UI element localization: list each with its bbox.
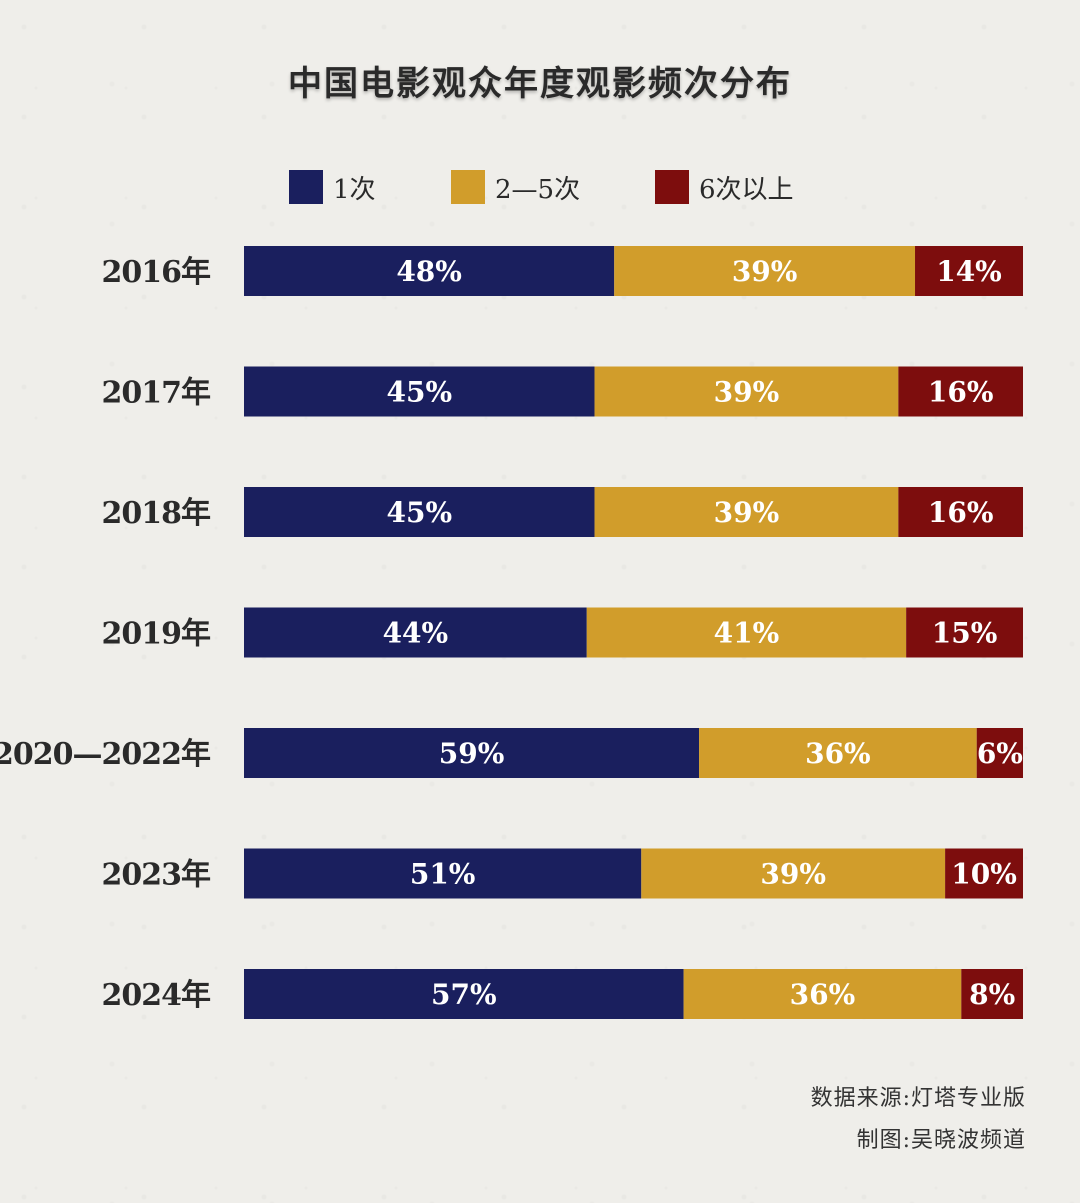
- bar-segment-two-to-five-times: [594, 487, 899, 537]
- bar-segment-two-to-five-times: [594, 366, 899, 417]
- legend-swatch-series-2: [451, 170, 485, 204]
- data-label-six-plus-times: 15%: [932, 617, 998, 650]
- legend-swatch-series-1: [289, 170, 323, 204]
- bar-segment-six-plus-times: [898, 366, 1023, 417]
- bar-segment-one-time: [244, 366, 595, 417]
- data-label-one-time: 57%: [431, 978, 497, 1011]
- bar-segment-two-to-five-times: [614, 246, 916, 296]
- data-label-one-time: 45%: [386, 376, 452, 409]
- data-label-two-to-five-times: 41%: [714, 617, 780, 650]
- bar-segment-six-plus-times: [898, 487, 1023, 537]
- legend-item-series-2: 2—5次: [451, 170, 581, 205]
- bar-segment-one-time: [244, 607, 587, 658]
- bar-segment-six-plus-times: [961, 969, 1023, 1019]
- bar-segment-six-plus-times: [906, 607, 1023, 658]
- year-label: 2020—2022年: [0, 737, 211, 772]
- chart-title: 中国电影观众年度观影频次分布: [288, 64, 792, 104]
- data-label-six-plus-times: 16%: [928, 376, 994, 409]
- year-label: 2018年: [102, 496, 211, 531]
- year-label: 2017年: [102, 376, 211, 411]
- legend-item-series-1: 1次: [289, 170, 376, 205]
- data-label-six-plus-times: 6%: [977, 737, 1023, 770]
- bar-segment-one-time: [244, 487, 595, 537]
- bar-segment-two-to-five-times: [586, 607, 907, 658]
- data-label-two-to-five-times: 39%: [714, 496, 780, 529]
- legend-item-series-3: 6次以上: [655, 170, 794, 205]
- bar-segment-six-plus-times: [915, 246, 1023, 296]
- year-label: 2023年: [102, 858, 211, 893]
- bar-segment-six-plus-times: [945, 848, 1023, 899]
- bar-segment-two-to-five-times: [699, 728, 977, 778]
- data-label-one-time: 44%: [383, 617, 449, 650]
- bar-segment-six-plus-times: [976, 728, 1023, 778]
- data-label-one-time: 48%: [396, 255, 462, 288]
- legend-label-series-3: 6次以上: [699, 174, 794, 205]
- data-label-six-plus-times: 8%: [969, 978, 1015, 1011]
- bar-segment-one-time: [244, 848, 642, 899]
- chart-credit-note: 制图:吴晓波频道: [856, 1128, 1026, 1153]
- data-label-one-time: 59%: [439, 737, 505, 770]
- data-label-two-to-five-times: 36%: [790, 978, 856, 1011]
- year-label: 2019年: [102, 617, 211, 652]
- data-label-six-plus-times: 16%: [928, 496, 994, 529]
- year-label: 2016年: [102, 255, 211, 290]
- data-label-one-time: 51%: [410, 858, 476, 891]
- data-label-one-time: 45%: [386, 496, 452, 529]
- data-label-two-to-five-times: 36%: [805, 737, 871, 770]
- bar-segment-one-time: [244, 246, 615, 296]
- bar-segment-one-time: [244, 728, 700, 778]
- legend-swatch-series-3: [655, 170, 689, 204]
- legend-label-series-2: 2—5次: [495, 174, 581, 205]
- data-source-note: 数据来源:灯塔专业版: [810, 1086, 1026, 1111]
- legend-label-series-1: 1次: [333, 174, 376, 205]
- bar-segment-one-time: [244, 969, 684, 1019]
- data-label-two-to-five-times: 39%: [714, 376, 780, 409]
- data-label-two-to-five-times: 39%: [732, 255, 798, 288]
- data-label-six-plus-times: 14%: [936, 255, 1002, 288]
- bar-segment-two-to-five-times: [683, 969, 962, 1019]
- data-label-two-to-five-times: 39%: [760, 858, 826, 891]
- year-label: 2024年: [102, 978, 211, 1013]
- data-label-six-plus-times: 10%: [951, 858, 1017, 891]
- bar-segment-two-to-five-times: [641, 848, 946, 899]
